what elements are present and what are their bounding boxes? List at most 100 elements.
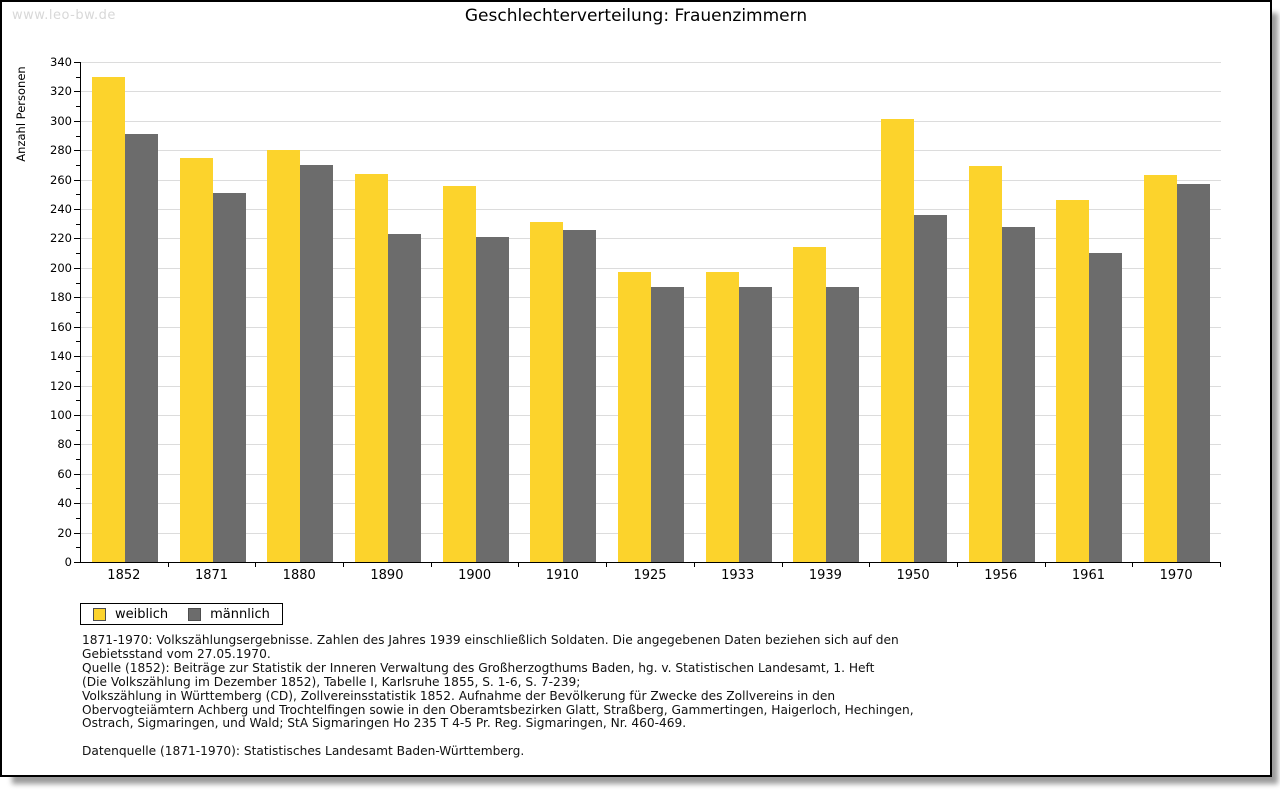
y-major-tick <box>74 385 80 387</box>
x-tick-label: 1852 <box>107 568 141 583</box>
bar-weiblich-1890 <box>354 173 388 562</box>
x-axis-tick <box>343 563 345 567</box>
source-line: Obervogteiämtern Achberg und Trochtelfin… <box>82 702 914 717</box>
y-major-tick <box>74 179 80 181</box>
bar-männlich-1970 <box>1177 184 1211 562</box>
source-line: (Die Volkszählung im Dezember 1852), Tab… <box>82 674 581 689</box>
y-minor-tick <box>76 164 80 166</box>
gridline <box>81 179 1221 181</box>
y-minor-tick <box>76 370 80 372</box>
y-major-tick <box>74 503 80 505</box>
legend: weiblich männlich <box>80 603 283 625</box>
y-minor-tick <box>76 282 80 284</box>
gridline <box>81 150 1221 152</box>
y-minor-tick <box>76 547 80 549</box>
y-major-tick <box>74 209 80 211</box>
x-axis-tick <box>1044 563 1046 567</box>
y-minor-tick <box>76 253 80 255</box>
y-minor-tick <box>76 194 80 196</box>
y-tick-label: 280 <box>50 143 72 158</box>
y-minor-tick <box>76 517 80 519</box>
bar-männlich-1871 <box>212 192 246 562</box>
gridline <box>81 62 1221 63</box>
y-tick-label: 60 <box>57 466 72 481</box>
bar-weiblich-1970 <box>1144 175 1178 562</box>
source-line: 1871-1970: Volkszählungsergebnisse. Zahl… <box>82 633 899 647</box>
y-tick-label: 20 <box>57 525 72 540</box>
x-tick-label: 1970 <box>1159 568 1193 583</box>
y-minor-tick <box>76 341 80 343</box>
y-tick-label: 220 <box>50 231 72 246</box>
y-minor-tick <box>76 76 80 78</box>
y-tick-label: 320 <box>50 84 72 99</box>
source-line: Volkszählung in Württemberg (CD), Zollve… <box>82 688 836 703</box>
x-tick-label: 1950 <box>896 568 930 583</box>
bar-männlich-1933 <box>738 287 772 562</box>
y-major-tick <box>74 444 80 446</box>
bar-männlich-1910 <box>563 229 597 562</box>
weiblich-swatch-icon <box>93 607 106 621</box>
x-tick-label: 1956 <box>984 568 1018 583</box>
y-tick-label: 200 <box>50 260 72 275</box>
source-line: Datenquelle (1871-1970): Statistisches L… <box>82 744 525 759</box>
y-minor-tick <box>76 459 80 461</box>
plot-area <box>80 62 1221 563</box>
maennlich-swatch-icon <box>188 607 202 621</box>
x-axis-tick <box>167 563 169 567</box>
y-minor-tick <box>76 106 80 108</box>
y-tick-label: 240 <box>50 202 72 217</box>
bar-männlich-1925 <box>651 287 684 562</box>
x-axis-tick <box>1132 563 1134 567</box>
gridline <box>81 267 1221 269</box>
bar-weiblich-1900 <box>442 185 476 562</box>
source-line: Quelle (1852): Beiträge zur Statistik de… <box>82 660 875 675</box>
source-line: Gebietsstand vom 27.05.1970. <box>82 646 271 661</box>
bar-männlich-1852 <box>124 134 158 562</box>
x-tick-label: 1871 <box>194 568 229 583</box>
gridline <box>81 91 1221 93</box>
x-tick-label: 1900 <box>458 568 492 583</box>
x-axis-tick <box>781 563 783 567</box>
y-major-tick <box>74 238 80 240</box>
bar-weiblich-1956 <box>968 166 1002 562</box>
y-minor-tick <box>76 429 80 431</box>
bar-männlich-1900 <box>475 237 509 562</box>
gridline <box>81 209 1221 211</box>
bar-weiblich-1910 <box>530 222 564 562</box>
x-tick-label: 1939 <box>808 568 842 583</box>
y-tick-label: 0 <box>64 555 72 569</box>
y-major-tick <box>74 91 80 93</box>
x-axis-tick <box>869 563 871 567</box>
y-major-tick <box>74 326 80 328</box>
legend-item-maennlich: männlich <box>188 607 270 622</box>
chart-title: Geschlechterverteilung: Frauenzimmern <box>464 6 808 26</box>
y-major-tick <box>74 356 80 358</box>
bar-weiblich-1880 <box>267 150 301 562</box>
bar-männlich-1890 <box>387 234 421 562</box>
y-tick-label: 180 <box>50 290 72 305</box>
bar-männlich-1956 <box>1001 226 1035 562</box>
y-tick-label: 340 <box>50 55 72 69</box>
x-axis-tick <box>606 563 608 567</box>
bar-weiblich-1852 <box>91 76 125 562</box>
y-tick-label: 80 <box>57 437 72 452</box>
x-axis-tick <box>1220 563 1221 567</box>
y-major-tick <box>74 414 80 416</box>
x-tick-label: 1925 <box>633 568 667 583</box>
y-minor-tick <box>76 312 80 313</box>
bar-männlich-1950 <box>914 214 948 562</box>
y-tick-label: 120 <box>50 378 72 393</box>
legend-item-weiblich: weiblich <box>93 607 168 622</box>
y-tick-label: 100 <box>50 407 72 422</box>
y-major-tick <box>74 297 80 299</box>
y-tick-label: 160 <box>50 319 72 334</box>
y-minor-tick <box>76 135 80 137</box>
x-axis-tick <box>255 563 257 567</box>
x-axis-tick <box>693 563 695 567</box>
bar-männlich-1939 <box>826 287 860 562</box>
bar-weiblich-1925 <box>618 272 651 562</box>
y-major-tick <box>74 562 80 563</box>
y-major-tick <box>74 473 80 475</box>
bar-weiblich-1933 <box>705 272 739 562</box>
watermark: www.leo-bw.de <box>12 8 116 23</box>
